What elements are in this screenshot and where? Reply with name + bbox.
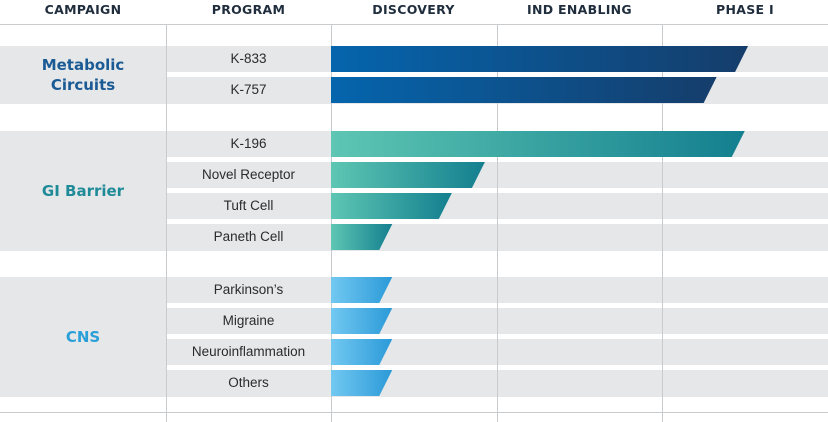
bar-k-196 [331, 131, 745, 157]
program-label-neuroinflammation: Neuroinflammation [191, 344, 306, 359]
campaign-label-gi-barrier: GI Barrier [0, 131, 166, 250]
header-program: PROGRAM [211, 2, 286, 17]
program-label-paneth-cell: Paneth Cell [213, 229, 284, 244]
campaign-label-line: Circuits [50, 75, 116, 94]
bar-parkinson-s [331, 277, 393, 303]
program-label-parkinson-s: Parkinson’s [213, 282, 284, 297]
campaign-label-line: Metabolic [41, 55, 125, 74]
bar-novel-receptor [331, 162, 485, 188]
header-stage-phase-1: PHASE I [716, 2, 774, 17]
grid-line [0, 24, 828, 25]
program-label-migraine: Migraine [222, 313, 275, 328]
program-label-novel-receptor: Novel Receptor [201, 167, 296, 182]
header-campaign: CAMPAIGN [44, 2, 122, 17]
column-divider [497, 24, 498, 422]
campaign-label-wrap: GI Barrier [42, 181, 124, 201]
bar-neuroinflammation [331, 339, 393, 365]
campaign-label-line: GI Barrier [41, 181, 125, 200]
column-divider [331, 24, 332, 422]
campaign-label-line: CNS [65, 327, 101, 346]
program-label-k-833: K-833 [230, 51, 267, 66]
program-label-k-196: K-196 [230, 136, 267, 151]
bar-k-757 [331, 77, 717, 103]
campaign-label-metabolic-circuits: Metabolic Circuits [0, 46, 166, 103]
bar-paneth-cell [331, 224, 393, 250]
campaign-label-cns: CNS [0, 277, 166, 396]
bar-k-833 [331, 46, 749, 72]
column-divider [166, 24, 167, 422]
campaign-label-wrap: CNS [66, 327, 100, 347]
header-stage-ind-enabling: IND ENABLING [527, 2, 632, 17]
header-stage-discovery: DISCOVERY [372, 2, 455, 17]
campaign-label-wrap: Metabolic Circuits [42, 55, 125, 95]
program-label-k-757: K-757 [230, 82, 267, 97]
bar-migraine [331, 308, 393, 334]
column-divider [662, 24, 663, 422]
bar-tuft-cell [331, 193, 452, 219]
grid-line [0, 412, 828, 413]
bar-others [331, 370, 393, 396]
program-label-others: Others [228, 375, 269, 390]
program-label-tuft-cell: Tuft Cell [223, 198, 274, 213]
